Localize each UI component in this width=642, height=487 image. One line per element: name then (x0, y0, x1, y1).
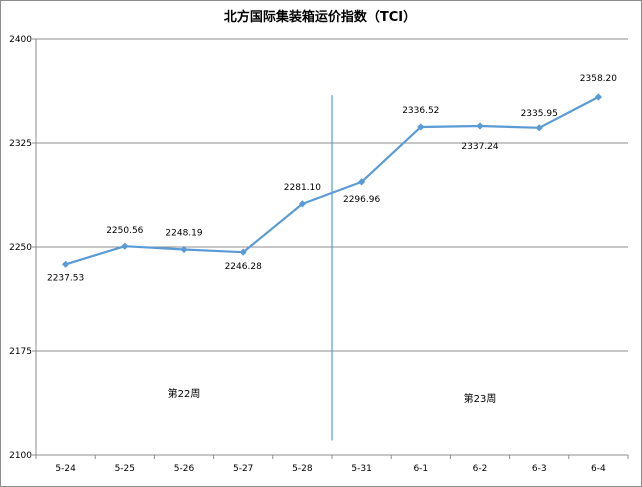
data-point (594, 93, 602, 101)
data-label: 2246.28 (225, 262, 262, 272)
week-annotations: 第22周 第23周 (168, 387, 497, 405)
x-tick-label: 5-27 (233, 464, 253, 474)
data-point (62, 260, 70, 268)
data-label: 2358.20 (580, 74, 617, 84)
data-point (298, 200, 306, 208)
y-tick-label: 2400 (9, 35, 32, 45)
axes (32, 38, 629, 459)
tci-series (62, 93, 602, 268)
x-tick-label: 6-2 (473, 464, 488, 474)
data-label: 2335.95 (521, 109, 558, 119)
data-point (121, 242, 129, 250)
chart-title: 北方国际集装箱运价指数（TCI） (224, 9, 416, 25)
x-tick-label: 5-24 (55, 464, 76, 474)
data-label: 2248.19 (165, 229, 202, 239)
data-label: 2336.52 (402, 106, 439, 116)
week-annotation: 第22周 (168, 387, 201, 400)
x-tick-label: 6-1 (413, 464, 428, 474)
x-axis-ticks: 5-24 5-25 5-26 5-27 5-28 5-31 6-1 6-2 6-3 6-4 (55, 464, 606, 474)
y-tick-label: 2325 (9, 139, 32, 149)
x-tick-label: 6-3 (532, 464, 547, 474)
x-tick-label: 6-4 (591, 464, 606, 474)
data-point (239, 248, 247, 256)
data-label: 2296.96 (343, 195, 380, 205)
week-annotation: 第23周 (464, 392, 497, 405)
data-point (476, 122, 484, 130)
data-labels: 2237.53 2250.56 2248.19 2246.28 2281.10 2296.… (47, 74, 617, 283)
data-label: 2281.10 (284, 183, 321, 193)
data-point (180, 245, 188, 254)
x-tick-label: 5-28 (292, 464, 313, 474)
data-point (417, 123, 425, 131)
data-label: 2237.53 (47, 273, 84, 283)
data-label: 2250.56 (106, 226, 143, 236)
x-tick-label: 5-31 (351, 464, 371, 474)
y-axis-ticks: 2100 2175 2250 2325 2400 (9, 35, 32, 461)
data-point (535, 124, 543, 132)
series-line (65, 96, 599, 266)
y-tick-label: 2175 (9, 347, 32, 357)
x-tick-label: 5-25 (115, 464, 135, 474)
x-tick-label: 5-26 (174, 464, 195, 474)
y-tick-label: 2250 (9, 243, 32, 253)
data-label: 2337.24 (461, 142, 498, 152)
y-tick-label: 2100 (9, 451, 32, 461)
data-point (358, 178, 366, 186)
